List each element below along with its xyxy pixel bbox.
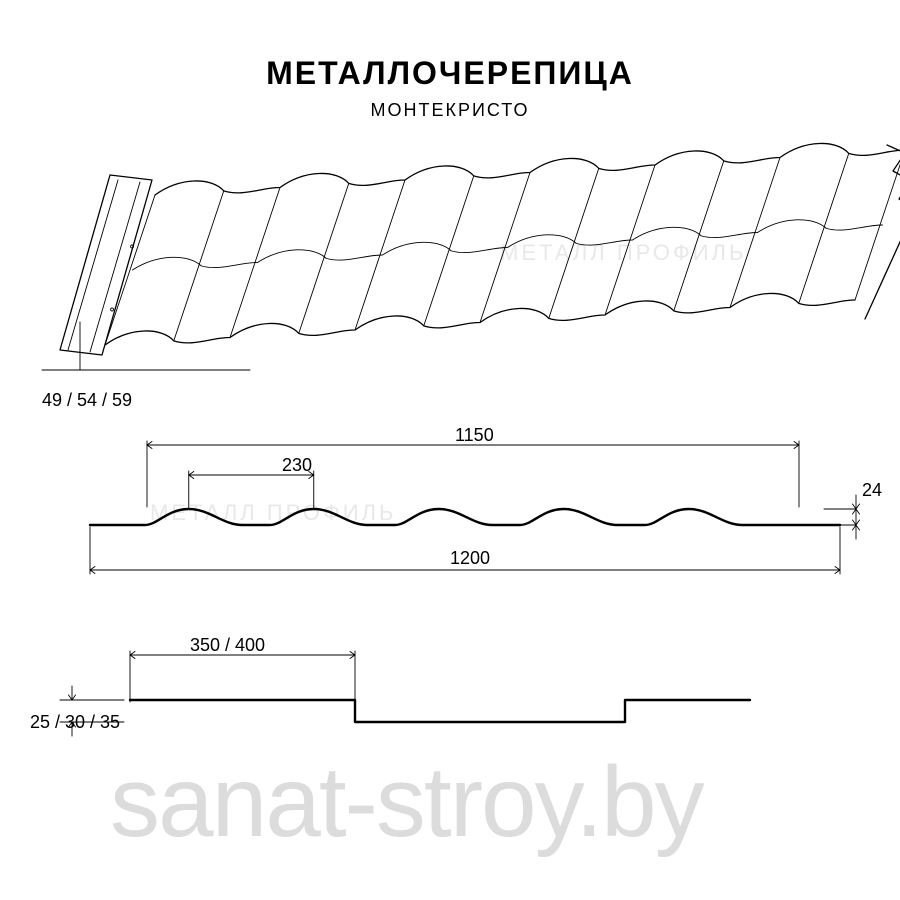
label-total-width-top: 1150 [455, 425, 494, 446]
label-height-left: 49 / 54 / 59 [42, 390, 132, 411]
label-total-width-bottom: 1200 [450, 548, 490, 569]
technical-drawing [0, 0, 900, 900]
label-wave-height: 24 [862, 480, 882, 501]
diagram-canvas: { "colors":{ "bg":"#ffffff", "stroke":"#… [0, 0, 900, 900]
label-step-height: 25 / 30 / 35 [30, 712, 120, 733]
label-step-length: 350 / 400 [190, 635, 265, 656]
label-pitch: 230 [282, 455, 312, 476]
